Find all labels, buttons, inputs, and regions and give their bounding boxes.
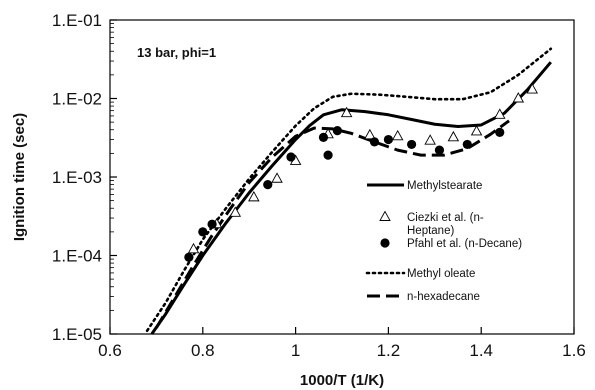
series-line-n-hexadecane xyxy=(155,119,510,329)
pfahl-data-point xyxy=(369,137,380,147)
ciezki-data-point xyxy=(391,129,404,141)
pfahl-data-point xyxy=(263,180,273,190)
chart-annotation: 13 bar, phi=1 xyxy=(137,45,216,60)
ciezki-data-point xyxy=(271,172,283,183)
ciezki-data-point xyxy=(470,125,483,136)
ciezki-data-point xyxy=(493,108,506,119)
ciezki-data-point xyxy=(364,128,376,140)
ciezki-data-point xyxy=(248,190,260,202)
pfahl-data-point xyxy=(332,126,342,136)
ciezki-data-point xyxy=(424,134,436,145)
pfahl-data-point xyxy=(407,139,417,150)
series-layer xyxy=(145,47,553,335)
y-tick-label: 1.E-04 xyxy=(52,247,102,266)
x-tick-label: 1 xyxy=(291,341,300,360)
legend-label: Pfahl et al. (n-Decane) xyxy=(407,238,522,250)
ciezki-data-point xyxy=(229,206,242,217)
x-axis-ticks: 0.6 0.8 1 1.2 1.4 1.6 xyxy=(98,327,586,360)
y-axis-title: Ignition time (sec) xyxy=(11,113,28,241)
x-tick-label: 1.6 xyxy=(562,341,586,360)
pfahl-data-point xyxy=(383,134,393,145)
x-tick-label: 1.2 xyxy=(377,341,401,360)
x-axis-title: 1000/T (1/K) xyxy=(300,372,384,389)
y-tick-label: 1.E-05 xyxy=(52,325,102,344)
legend-label: Heptane) xyxy=(407,225,454,237)
legend-label: Ciezki et al. (n- xyxy=(407,212,484,224)
pfahl-data-point xyxy=(207,219,217,229)
y-axis-ticks: 1.E-05 1.E-04 1.E-03 1.E-02 1.E-01 xyxy=(52,11,117,344)
ciezki-data-point xyxy=(340,106,353,118)
x-tick-label: 0.6 xyxy=(98,341,122,360)
legend-marker-filled-circle xyxy=(380,238,390,248)
series-line-methyl-oleate xyxy=(145,47,553,333)
pfahl-data-point xyxy=(462,139,472,150)
pfahl-data-point xyxy=(198,227,208,237)
y-tick-label: 1.E-03 xyxy=(52,168,102,187)
legend-label: Methyl oleate xyxy=(407,268,475,280)
pfahl-data-point xyxy=(323,150,333,160)
ciezki-data-point xyxy=(447,130,460,142)
y-tick-label: 1.E-02 xyxy=(52,90,102,109)
pfahl-data-point xyxy=(434,145,445,155)
series-line-methylstearate xyxy=(150,61,552,335)
ciezki-data-point xyxy=(526,83,539,94)
y-tick-label: 1.E-01 xyxy=(52,11,102,30)
pfahl-data-point xyxy=(286,152,296,162)
legend-label: Methylstearate xyxy=(407,180,482,192)
x-tick-label: 1.4 xyxy=(469,341,493,360)
ciezki-data-point xyxy=(512,92,525,103)
legend: Methylstearate Ciezki et al. (n-Heptane)P… xyxy=(365,180,522,303)
x-tick-label: 0.8 xyxy=(191,341,215,360)
pfahl-data-point xyxy=(318,132,329,142)
legend-marker-open-triangle xyxy=(379,210,391,221)
pfahl-data-point xyxy=(184,252,194,262)
ciezki-data-point xyxy=(187,242,200,254)
legend-label: n-hexadecane xyxy=(407,291,480,303)
pfahl-data-point xyxy=(495,127,505,137)
